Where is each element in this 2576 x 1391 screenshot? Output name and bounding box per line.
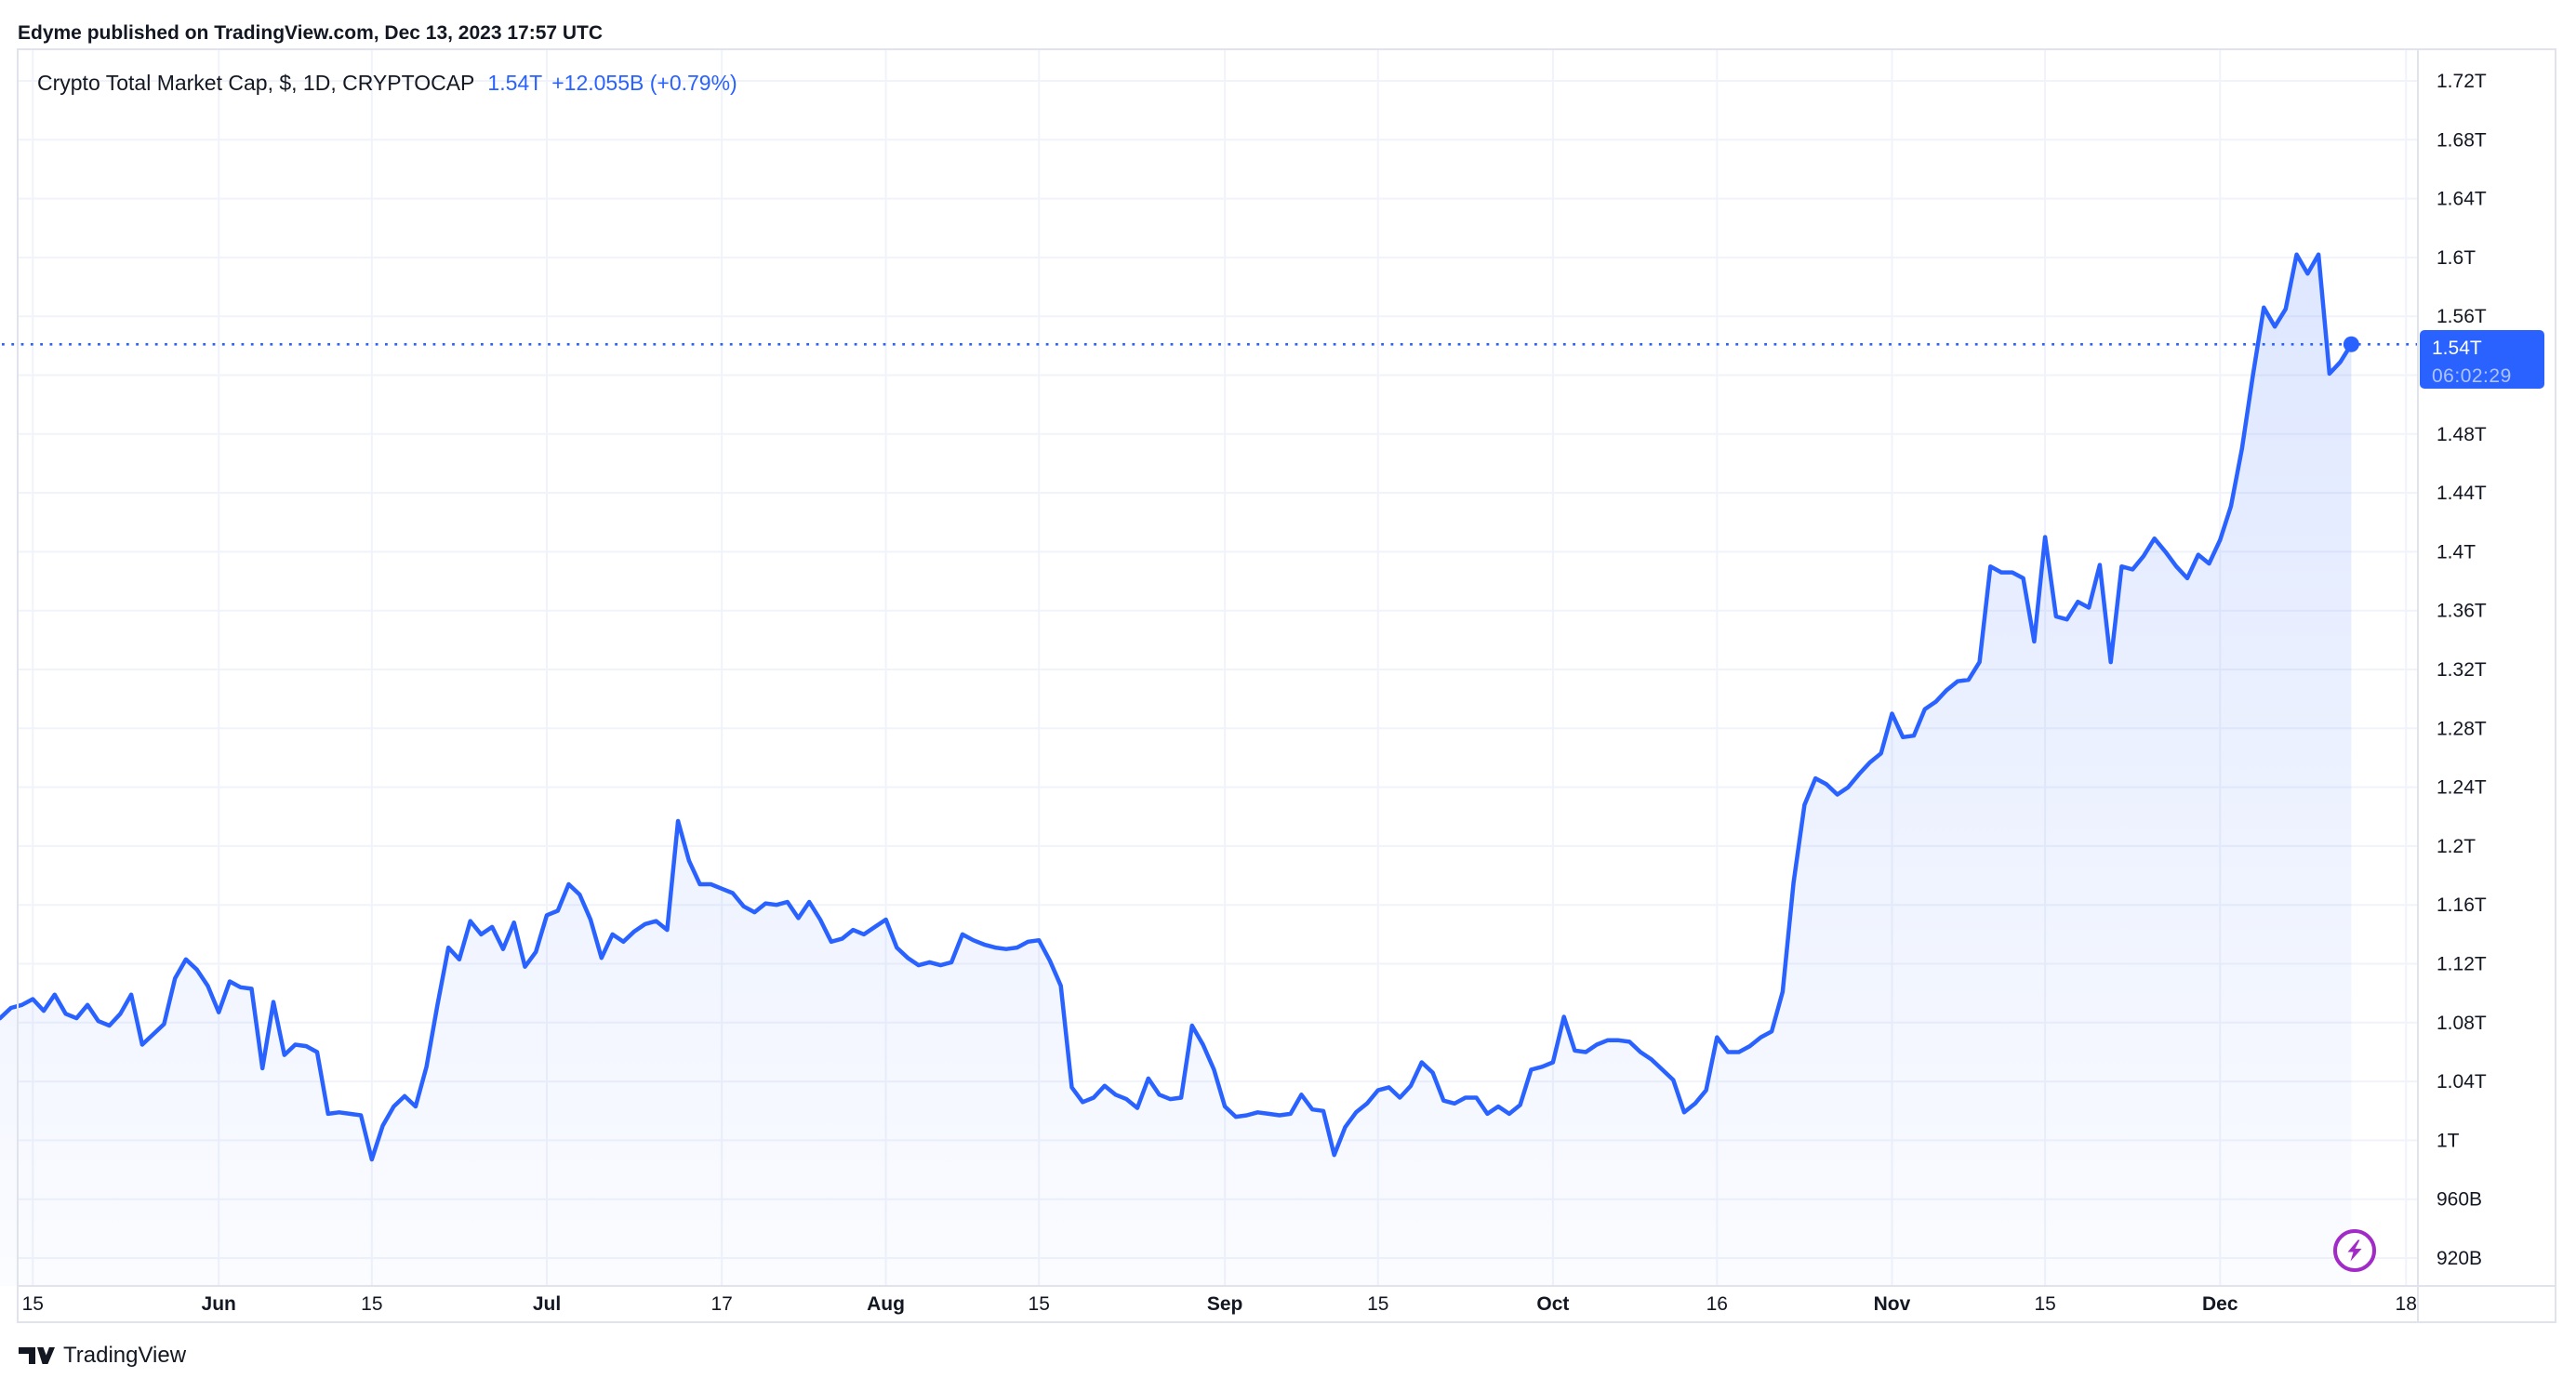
x-tick-label: Dec <box>2202 1293 2238 1315</box>
tradingview-logo-icon <box>19 1347 55 1364</box>
y-tick-label: 1.12T <box>2437 954 2487 975</box>
y-tick-label: 1.2T <box>2437 836 2476 857</box>
flash-icon[interactable] <box>2333 1229 2376 1272</box>
price-line-series <box>0 252 2354 1162</box>
x-tick-label: 15 <box>361 1293 382 1315</box>
x-tick-label: 16 <box>1706 1293 1728 1315</box>
x-tick-label: Sep <box>1207 1293 1243 1315</box>
y-tick-label: 1.56T <box>2437 306 2487 327</box>
lightning-bolt-icon <box>2347 1239 2362 1262</box>
y-tick-label: 1.16T <box>2437 894 2487 916</box>
x-tick-label: Nov <box>1874 1293 1911 1315</box>
x-tick-label: Jun <box>202 1293 236 1315</box>
x-tick-label: 15 <box>22 1293 44 1315</box>
y-tick-label: 920B <box>2437 1248 2482 1269</box>
y-tick-label: 1.36T <box>2437 601 2487 622</box>
y-tick-label: 1.6T <box>2437 247 2476 269</box>
tradingview-logo-text: TradingView <box>63 1343 187 1368</box>
y-tick-label: 1.48T <box>2437 424 2487 445</box>
bar-close-countdown: 06:02:29 <box>2432 365 2512 387</box>
y-tick-label: 1.4T <box>2437 541 2476 563</box>
area-fill <box>0 254 2352 1287</box>
chart-legend: Crypto Total Market Cap, $, 1D, CRYPTOCA… <box>37 71 737 96</box>
y-tick-label: 1.32T <box>2437 659 2487 681</box>
footer-branding: TradingView <box>18 1343 186 1369</box>
x-tick-label: 17 <box>710 1293 732 1315</box>
chart-frame-border <box>17 48 2556 1323</box>
y-tick-label: 1T <box>2437 1130 2460 1151</box>
x-tick-label: 15 <box>2034 1293 2055 1315</box>
y-tick-label: 1.44T <box>2437 483 2487 504</box>
x-tick-label: Oct <box>1536 1293 1569 1315</box>
y-tick-label: 1.68T <box>2437 129 2487 151</box>
x-tick-label: 18 <box>2396 1293 2417 1315</box>
current-price-value: 1.54T <box>2432 338 2482 359</box>
x-tick-label: Aug <box>867 1293 905 1315</box>
x-tick-label: 15 <box>1029 1293 1050 1315</box>
y-tick-label: 1.24T <box>2437 777 2487 799</box>
y-tick-label: 1.64T <box>2437 189 2487 210</box>
x-tick-label: Jul <box>533 1293 561 1315</box>
y-tick-label: 1.28T <box>2437 718 2487 739</box>
attribution-text: Edyme published on TradingView.com, Dec … <box>18 22 604 44</box>
legend-last-price: 1.54T <box>487 71 543 95</box>
current-price-label: 1.54T 06:02:29 <box>2420 330 2544 389</box>
y-tick-label: 1.04T <box>2437 1071 2487 1093</box>
last-price-dot <box>2343 336 2359 352</box>
legend-change: +12.055B (+0.79%) <box>551 71 737 95</box>
y-tick-label: 960B <box>2437 1189 2482 1211</box>
y-tick-label: 1.72T <box>2437 71 2487 92</box>
legend-symbol-title: Crypto Total Market Cap, $, 1D, CRYPTOCA… <box>37 71 475 95</box>
x-tick-label: 15 <box>1367 1293 1388 1315</box>
y-tick-label: 1.08T <box>2437 1013 2487 1034</box>
